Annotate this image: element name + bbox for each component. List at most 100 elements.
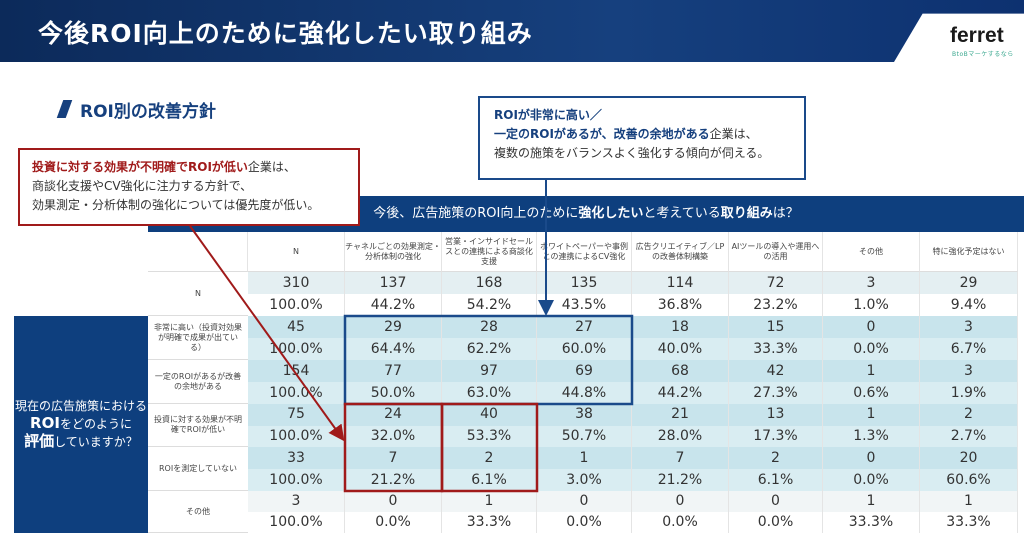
count-cell: 28 — [442, 316, 537, 338]
count-cell: 0 — [729, 491, 823, 512]
count-cell: 75 — [248, 404, 345, 426]
title-bar: 今後ROI向上のために強化したい取り組み — [0, 0, 1024, 62]
percent-cell: 0.0% — [823, 338, 920, 360]
row-label: N — [148, 272, 248, 316]
percent-cell: 100.0% — [248, 338, 345, 360]
percent-cell: 0.0% — [345, 512, 442, 533]
count-cell: 24 — [345, 404, 442, 426]
row-label: 一定のROIがあるが改善の余地がある — [148, 360, 248, 404]
percent-cell: 3.0% — [537, 469, 632, 491]
count-cell: 42 — [729, 360, 823, 382]
corner-cell — [148, 232, 248, 272]
section-subtitle: ROI別の改善方針 — [80, 102, 216, 122]
percent-cell: 0.0% — [729, 512, 823, 533]
percent-cell: 6.7% — [920, 338, 1018, 360]
count-cell: 2 — [920, 404, 1018, 426]
count-cell: 20 — [920, 447, 1018, 469]
percent-cell: 62.2% — [442, 338, 537, 360]
count-cell: 15 — [729, 316, 823, 338]
percent-cell: 60.0% — [537, 338, 632, 360]
count-cell: 0 — [823, 316, 920, 338]
percent-cell: 28.0% — [632, 425, 729, 447]
percent-cell: 100.0% — [248, 294, 345, 316]
count-cell: 33 — [248, 447, 345, 469]
column-header: 特に強化予定はない — [920, 232, 1018, 272]
percent-cell: 100.0% — [248, 512, 345, 533]
column-header: 広告クリエイティブ／LPの改善体制構築 — [632, 232, 729, 272]
count-cell: 69 — [537, 360, 632, 382]
percent-cell: 43.5% — [537, 294, 632, 316]
percent-cell: 6.1% — [729, 469, 823, 491]
row-label: その他 — [148, 491, 248, 533]
count-cell: 1 — [442, 491, 537, 512]
count-cell: 40 — [442, 404, 537, 426]
count-cell: 3 — [823, 272, 920, 294]
percent-cell: 44.2% — [632, 382, 729, 404]
percent-cell: 100.0% — [248, 469, 345, 491]
percent-cell: 44.8% — [537, 382, 632, 404]
count-cell: 27 — [537, 316, 632, 338]
count-cell: 0 — [632, 491, 729, 512]
percent-cell: 0.0% — [632, 512, 729, 533]
percent-cell: 1.0% — [823, 294, 920, 316]
count-cell: 168 — [442, 272, 537, 294]
callout-text: 複数の施策をバランスよく強化する傾向が伺える。 — [494, 146, 770, 160]
callout-emphasis: 投資に対する効果が不明確でROIが低い — [32, 160, 248, 174]
percent-cell: 60.6% — [920, 469, 1018, 491]
column-header: 営業・インサイドセールスとの連携による商談化支援 — [442, 232, 537, 272]
count-cell: 3 — [920, 360, 1018, 382]
count-cell: 21 — [632, 404, 729, 426]
count-cell: 1 — [823, 360, 920, 382]
ferret-logo: ferret — [950, 24, 1004, 47]
count-cell: 2 — [442, 447, 537, 469]
count-cell: 1 — [823, 404, 920, 426]
blue-callout: ROIが非常に高い／ 一定のROIがあるが、改善の余地がある企業は、 複数の施策… — [478, 96, 806, 180]
percent-cell: 40.0% — [632, 338, 729, 360]
column-header: AIツールの導入や運用への活用 — [729, 232, 823, 272]
count-cell: 0 — [345, 491, 442, 512]
count-cell: 45 — [248, 316, 345, 338]
count-cell: 3 — [920, 316, 1018, 338]
count-cell: 2 — [729, 447, 823, 469]
callout-text: 企業は、 — [247, 160, 296, 174]
percent-cell: 23.2% — [729, 294, 823, 316]
percent-cell: 0.0% — [823, 469, 920, 491]
count-cell: 72 — [729, 272, 823, 294]
callout-text: 商談化支援やCV強化に注力する方針で、 — [32, 179, 253, 193]
count-cell: 1 — [823, 491, 920, 512]
percent-cell: 53.3% — [442, 425, 537, 447]
percent-cell: 17.3% — [729, 425, 823, 447]
column-header: その他 — [823, 232, 920, 272]
percent-cell: 21.2% — [632, 469, 729, 491]
count-cell: 7 — [345, 447, 442, 469]
percent-cell: 63.0% — [442, 382, 537, 404]
percent-cell: 9.4% — [920, 294, 1018, 316]
count-cell: 29 — [345, 316, 442, 338]
callout-text: 企業は、 — [709, 127, 758, 141]
percent-cell: 44.2% — [345, 294, 442, 316]
count-cell: 1 — [920, 491, 1018, 512]
percent-cell: 27.3% — [729, 382, 823, 404]
count-cell: 68 — [632, 360, 729, 382]
callout-text: 効果測定・分析体制の強化については優先度が低い。 — [32, 198, 320, 212]
count-cell: 137 — [345, 272, 442, 294]
column-header: N — [248, 232, 345, 272]
red-callout: 投資に対する効果が不明確でROIが低い企業は、 商談化支援やCV強化に注力する方… — [18, 148, 360, 226]
page-title: 今後ROI向上のために強化したい取り組み — [38, 19, 533, 48]
percent-cell: 64.4% — [345, 338, 442, 360]
percent-cell: 100.0% — [248, 425, 345, 447]
percent-cell: 6.1% — [442, 469, 537, 491]
count-cell: 135 — [537, 272, 632, 294]
percent-cell: 32.0% — [345, 425, 442, 447]
percent-cell: 36.8% — [632, 294, 729, 316]
count-cell: 0 — [537, 491, 632, 512]
callout-emphasis: ROIが非常に高い／ — [494, 108, 602, 122]
count-cell: 38 — [537, 404, 632, 426]
percent-cell: 1.9% — [920, 382, 1018, 404]
count-cell: 3 — [248, 491, 345, 512]
column-header: ホワイトペーパーや事例との連携によるCV強化 — [537, 232, 632, 272]
column-header: チャネルごとの効果測定・分析体制の強化 — [345, 232, 442, 272]
count-cell: 77 — [345, 360, 442, 382]
count-cell: 29 — [920, 272, 1018, 294]
row-group-label: 現在の広告施策における ROIをどのように 評価していますか？ — [14, 316, 148, 533]
